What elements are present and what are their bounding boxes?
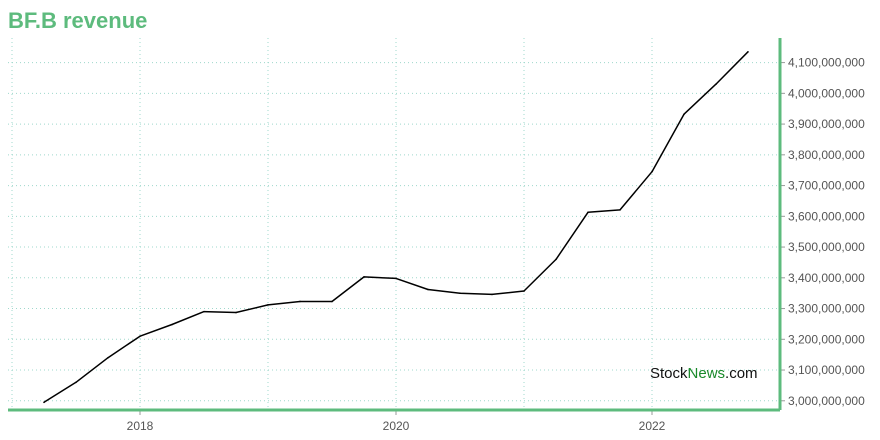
- y-tick-label: 3,300,000,000: [788, 302, 865, 316]
- data-point: [619, 209, 621, 211]
- chart-title: BF.B revenue: [8, 8, 148, 33]
- data-point: [299, 300, 301, 303]
- watermark-news: News: [687, 365, 726, 382]
- data-point: [363, 276, 365, 278]
- y-tick-label: 4,100,000,000: [788, 56, 865, 70]
- data-point: [747, 51, 749, 53]
- data-point: [171, 323, 173, 326]
- y-tick-label: 3,400,000,000: [788, 271, 865, 285]
- data-point: [459, 292, 461, 294]
- data-point: [491, 293, 493, 296]
- y-tick-label: 3,800,000,000: [788, 148, 865, 162]
- watermark-stock: Stock: [650, 365, 688, 382]
- y-tick-label: 3,700,000,000: [788, 179, 865, 193]
- watermark-com: .com: [725, 365, 758, 382]
- y-tick-label: 3,500,000,000: [788, 240, 865, 254]
- data-point: [235, 311, 237, 314]
- y-tick-label: 3,600,000,000: [788, 209, 865, 223]
- data-point: [107, 356, 109, 359]
- x-tick-label: 2018: [127, 419, 154, 433]
- data-point: [75, 381, 77, 384]
- y-tick-label: 3,100,000,000: [788, 363, 865, 377]
- data-point: [683, 113, 685, 116]
- y-tick-label: 3,900,000,000: [788, 117, 865, 131]
- data-point: [331, 300, 333, 303]
- data-point: [139, 335, 141, 338]
- stocknews-watermark: StockNews.com: [650, 365, 758, 382]
- y-tick-label: 3,000,000,000: [788, 394, 865, 408]
- x-tick-label: 2022: [639, 419, 666, 433]
- data-point: [523, 290, 525, 292]
- data-point: [555, 258, 557, 261]
- revenue-series-line: [43, 51, 749, 403]
- y-tick-label: 3,200,000,000: [788, 332, 865, 346]
- data-point: [651, 170, 653, 173]
- x-tick-label: 2020: [383, 419, 410, 433]
- data-point: [43, 401, 45, 404]
- data-point: [427, 288, 429, 291]
- data-point: [267, 304, 269, 306]
- data-point: [715, 83, 717, 85]
- y-tick-label: 4,000,000,000: [788, 86, 865, 100]
- data-point: [395, 277, 397, 280]
- data-point: [203, 310, 205, 313]
- data-point: [587, 211, 589, 214]
